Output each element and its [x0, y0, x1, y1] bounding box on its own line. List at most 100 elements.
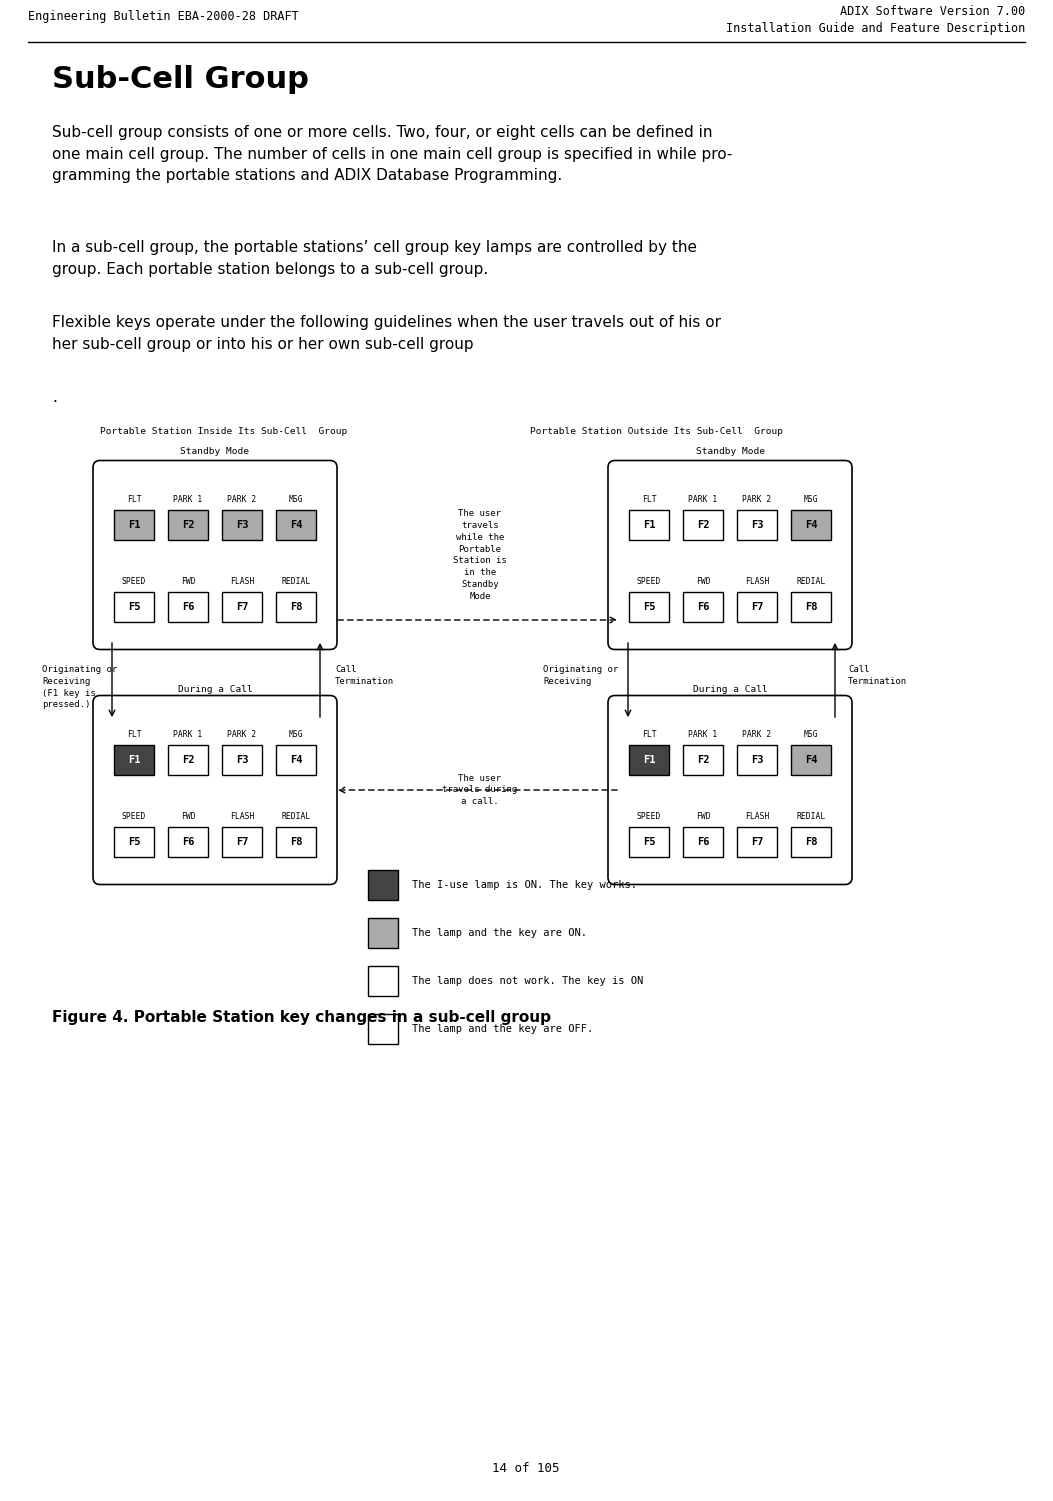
FancyBboxPatch shape — [114, 827, 154, 857]
Text: REDIAL: REDIAL — [796, 576, 826, 585]
Text: Originating or
Receiving: Originating or Receiving — [543, 665, 618, 686]
Text: F5: F5 — [127, 602, 140, 612]
FancyBboxPatch shape — [276, 591, 316, 621]
Text: FWD: FWD — [696, 812, 711, 821]
Text: Figure 4. Portable Station key changes in a sub-cell group: Figure 4. Portable Station key changes i… — [52, 1010, 551, 1025]
Text: Standby Mode: Standby Mode — [180, 447, 250, 456]
Text: During a Call: During a Call — [178, 684, 253, 693]
Text: Flexible keys operate under the following guidelines when the user travels out o: Flexible keys operate under the followin… — [52, 315, 721, 351]
Text: F4: F4 — [804, 519, 817, 530]
FancyBboxPatch shape — [608, 461, 852, 650]
Text: F2: F2 — [182, 755, 194, 766]
FancyBboxPatch shape — [168, 510, 208, 540]
FancyBboxPatch shape — [737, 744, 777, 775]
FancyBboxPatch shape — [608, 695, 852, 884]
Text: PARK 2: PARK 2 — [227, 729, 257, 738]
Text: F3: F3 — [751, 519, 763, 530]
FancyBboxPatch shape — [737, 591, 777, 621]
Text: Installation Guide and Feature Description: Installation Guide and Feature Descripti… — [726, 23, 1025, 35]
Text: FLT: FLT — [126, 495, 141, 504]
Text: SPEED: SPEED — [122, 576, 146, 585]
Text: REDIAL: REDIAL — [281, 812, 311, 821]
Text: PARK 2: PARK 2 — [227, 495, 257, 504]
Text: F7: F7 — [236, 602, 249, 612]
FancyBboxPatch shape — [276, 827, 316, 857]
Text: The I-use lamp is ON. The key works.: The I-use lamp is ON. The key works. — [412, 880, 637, 890]
FancyBboxPatch shape — [93, 461, 337, 650]
Text: Standby Mode: Standby Mode — [695, 447, 764, 456]
Text: SPEED: SPEED — [122, 812, 146, 821]
Text: ADIX Software Version 7.00: ADIX Software Version 7.00 — [839, 5, 1025, 18]
FancyBboxPatch shape — [683, 827, 723, 857]
Text: MSG: MSG — [803, 495, 818, 504]
Text: F2: F2 — [182, 519, 194, 530]
Text: F6: F6 — [182, 838, 194, 847]
Text: 14 of 105: 14 of 105 — [492, 1462, 560, 1475]
FancyBboxPatch shape — [367, 871, 398, 901]
Text: F1: F1 — [127, 519, 140, 530]
Text: Engineering Bulletin EBA-2000-28 DRAFT: Engineering Bulletin EBA-2000-28 DRAFT — [28, 11, 299, 23]
Text: F6: F6 — [697, 838, 710, 847]
Text: PARK 2: PARK 2 — [742, 729, 772, 738]
FancyBboxPatch shape — [737, 510, 777, 540]
Text: FWD: FWD — [181, 576, 195, 585]
Text: SPEED: SPEED — [637, 576, 661, 585]
Text: The user
travels
while the
Portable
Station is
in the
Standby
Mode: The user travels while the Portable Stat… — [453, 509, 506, 600]
Text: F8: F8 — [804, 602, 817, 612]
Text: In a sub-cell group, the portable stations’ cell group key lamps are controlled : In a sub-cell group, the portable statio… — [52, 240, 697, 276]
Text: FLASH: FLASH — [744, 576, 769, 585]
Text: FLT: FLT — [126, 729, 141, 738]
FancyBboxPatch shape — [791, 510, 831, 540]
FancyBboxPatch shape — [114, 510, 154, 540]
FancyBboxPatch shape — [683, 591, 723, 621]
FancyBboxPatch shape — [367, 967, 398, 997]
Text: F3: F3 — [236, 519, 249, 530]
Text: Portable Station Inside Its Sub-Cell  Group: Portable Station Inside Its Sub-Cell Gro… — [100, 426, 347, 435]
Text: MSG: MSG — [803, 729, 818, 738]
Text: PARK 2: PARK 2 — [742, 495, 772, 504]
Text: Call
Termination: Call Termination — [848, 665, 907, 686]
Text: Call
Termination: Call Termination — [335, 665, 394, 686]
Text: F4: F4 — [290, 755, 302, 766]
FancyBboxPatch shape — [222, 591, 262, 621]
Text: FLASH: FLASH — [230, 812, 254, 821]
Text: F5: F5 — [127, 838, 140, 847]
FancyBboxPatch shape — [222, 744, 262, 775]
FancyBboxPatch shape — [114, 591, 154, 621]
Text: REDIAL: REDIAL — [796, 812, 826, 821]
FancyBboxPatch shape — [168, 591, 208, 621]
Text: F7: F7 — [236, 838, 249, 847]
Text: F5: F5 — [642, 602, 655, 612]
Text: SPEED: SPEED — [637, 812, 661, 821]
FancyBboxPatch shape — [629, 591, 669, 621]
Text: F1: F1 — [127, 755, 140, 766]
Text: PARK 1: PARK 1 — [174, 729, 202, 738]
Text: F7: F7 — [751, 602, 763, 612]
Text: FLT: FLT — [641, 729, 656, 738]
FancyBboxPatch shape — [629, 744, 669, 775]
Text: F8: F8 — [290, 838, 302, 847]
FancyBboxPatch shape — [168, 744, 208, 775]
Text: F4: F4 — [290, 519, 302, 530]
FancyBboxPatch shape — [276, 510, 316, 540]
FancyBboxPatch shape — [737, 827, 777, 857]
FancyBboxPatch shape — [683, 510, 723, 540]
Text: During a Call: During a Call — [693, 684, 768, 693]
Text: The lamp does not work. The key is ON: The lamp does not work. The key is ON — [412, 976, 643, 986]
FancyBboxPatch shape — [791, 744, 831, 775]
Text: F8: F8 — [290, 602, 302, 612]
FancyBboxPatch shape — [629, 827, 669, 857]
Text: Sub-Cell Group: Sub-Cell Group — [52, 65, 309, 95]
Text: F4: F4 — [804, 755, 817, 766]
Text: FLT: FLT — [641, 495, 656, 504]
Text: The lamp and the key are OFF.: The lamp and the key are OFF. — [412, 1024, 593, 1034]
Text: The user
travels during
a call.: The user travels during a call. — [442, 773, 518, 806]
Text: FLASH: FLASH — [744, 812, 769, 821]
Text: F1: F1 — [642, 519, 655, 530]
Text: F5: F5 — [642, 838, 655, 847]
FancyBboxPatch shape — [222, 510, 262, 540]
FancyBboxPatch shape — [367, 1015, 398, 1045]
FancyBboxPatch shape — [367, 919, 398, 949]
Text: FLASH: FLASH — [230, 576, 254, 585]
Text: PARK 1: PARK 1 — [174, 495, 202, 504]
